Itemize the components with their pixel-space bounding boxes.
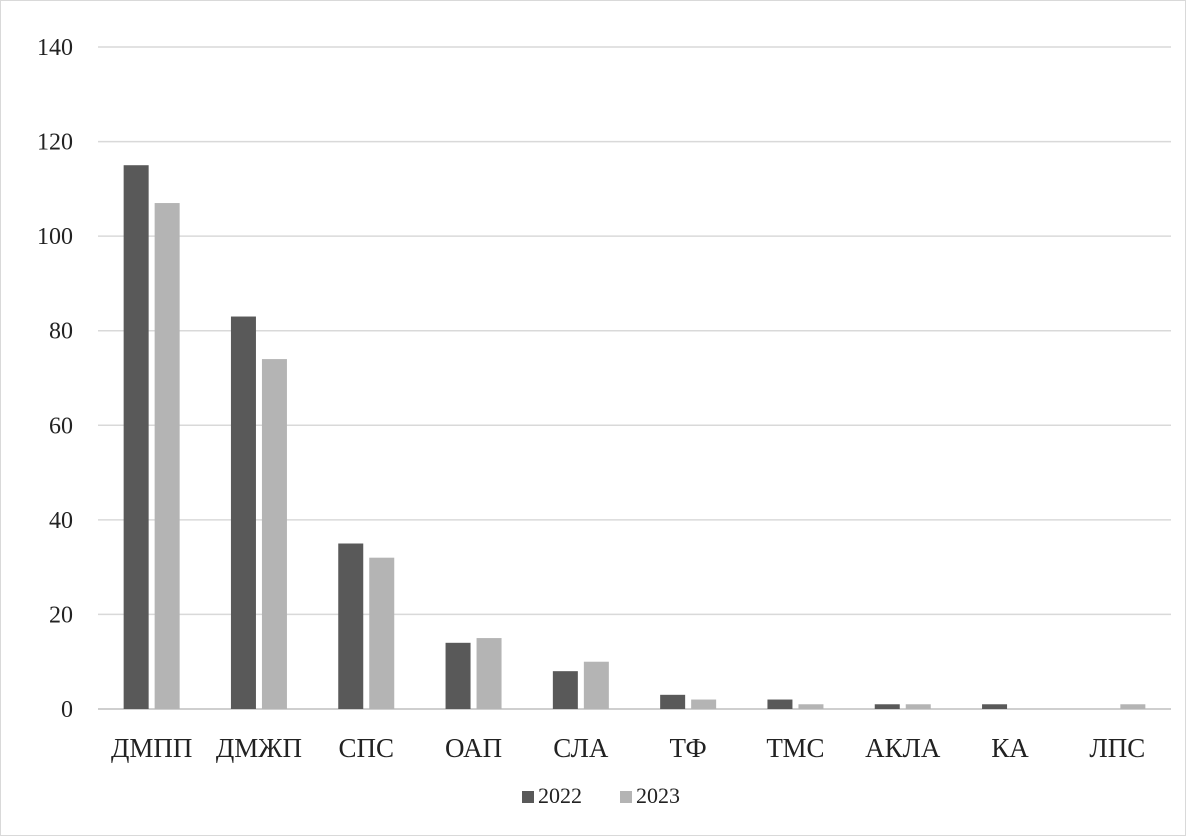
legend-swatch-2023 (620, 791, 632, 803)
y-tick-label: 20 (49, 602, 73, 628)
x-category-label: ТФ (670, 733, 707, 763)
bar-2023-4 (583, 661, 609, 709)
bar-2022-5 (660, 694, 686, 709)
legend-swatch-2022 (522, 791, 534, 803)
legend-label-2023: 2023 (636, 783, 680, 808)
legend: 2022 2023 (522, 783, 680, 808)
bar-2023-0 (154, 203, 180, 710)
y-tick-label: 100 (37, 224, 73, 250)
x-category-label: ЛПС (1089, 733, 1145, 763)
x-category-label: ДМЖП (216, 733, 302, 763)
bar-2023-7 (905, 704, 931, 709)
bar-2022-4 (552, 671, 578, 709)
x-category-label: СЛА (553, 733, 609, 763)
x-axis-categories: ДМПП ДМЖП СПС ОАП СЛА ТФ ТМС АКЛА КА ЛПС (111, 733, 1145, 763)
bar-2022-2 (338, 543, 364, 709)
bar-2023-5 (691, 699, 717, 709)
bar-2022-7 (874, 704, 900, 709)
x-category-label: АКЛА (865, 733, 941, 763)
x-category-label: ТМС (766, 733, 824, 763)
y-tick-label: 0 (61, 697, 73, 723)
bar-2022-8 (982, 704, 1008, 709)
x-category-label: КА (991, 733, 1029, 763)
bar-2022-1 (230, 316, 256, 709)
y-tick-label: 40 (49, 508, 73, 534)
bar-2023-2 (369, 557, 395, 709)
bar-2022-6 (767, 699, 793, 709)
bar-2023-3 (476, 638, 502, 709)
y-tick-label: 140 (37, 35, 73, 61)
y-tick-label: 80 (49, 319, 73, 345)
x-category-label: ДМПП (111, 733, 192, 763)
y-tick-label: 120 (37, 130, 73, 156)
bars (123, 165, 1146, 710)
x-category-label: ОАП (445, 733, 502, 763)
legend-label-2022: 2022 (538, 783, 582, 808)
bar-2023-6 (798, 704, 824, 709)
bar-2022-3 (445, 642, 471, 709)
y-tick-label: 60 (49, 413, 73, 439)
bar-2023-1 (261, 359, 287, 709)
bar-2022-0 (123, 165, 149, 709)
gridlines (98, 46, 1171, 710)
x-category-label: СПС (338, 733, 394, 763)
y-axis-ticks: 0 20 40 60 80 100 120 140 (37, 35, 73, 723)
bar-2023-9 (1120, 704, 1146, 709)
